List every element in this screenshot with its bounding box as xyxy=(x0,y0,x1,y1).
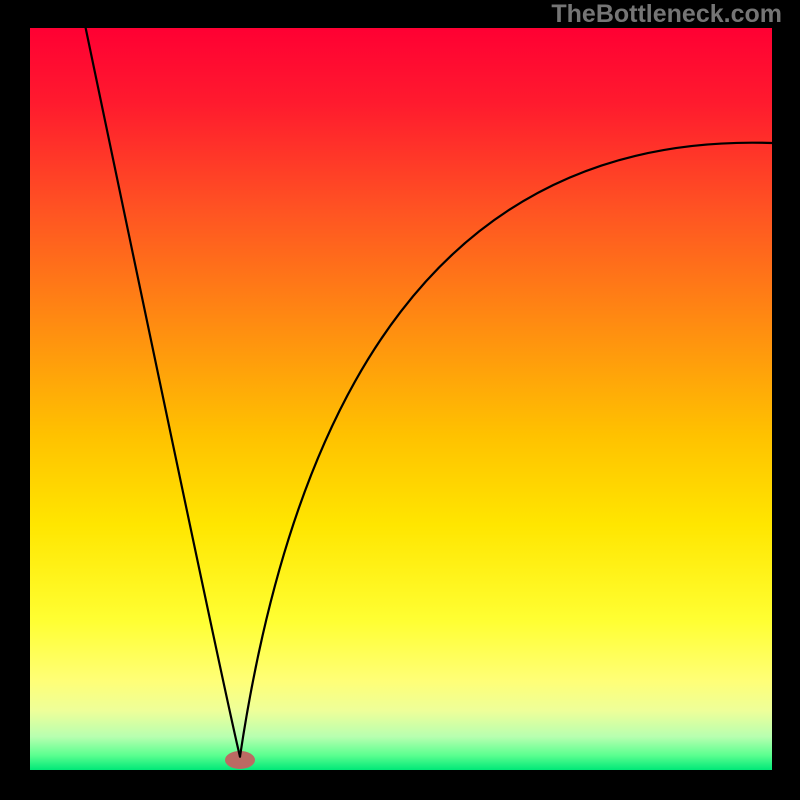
chart-svg xyxy=(0,0,800,800)
plot-area xyxy=(30,28,772,770)
watermark-text: TheBottleneck.com xyxy=(551,0,782,29)
chart-stage: TheBottleneck.com xyxy=(0,0,800,800)
